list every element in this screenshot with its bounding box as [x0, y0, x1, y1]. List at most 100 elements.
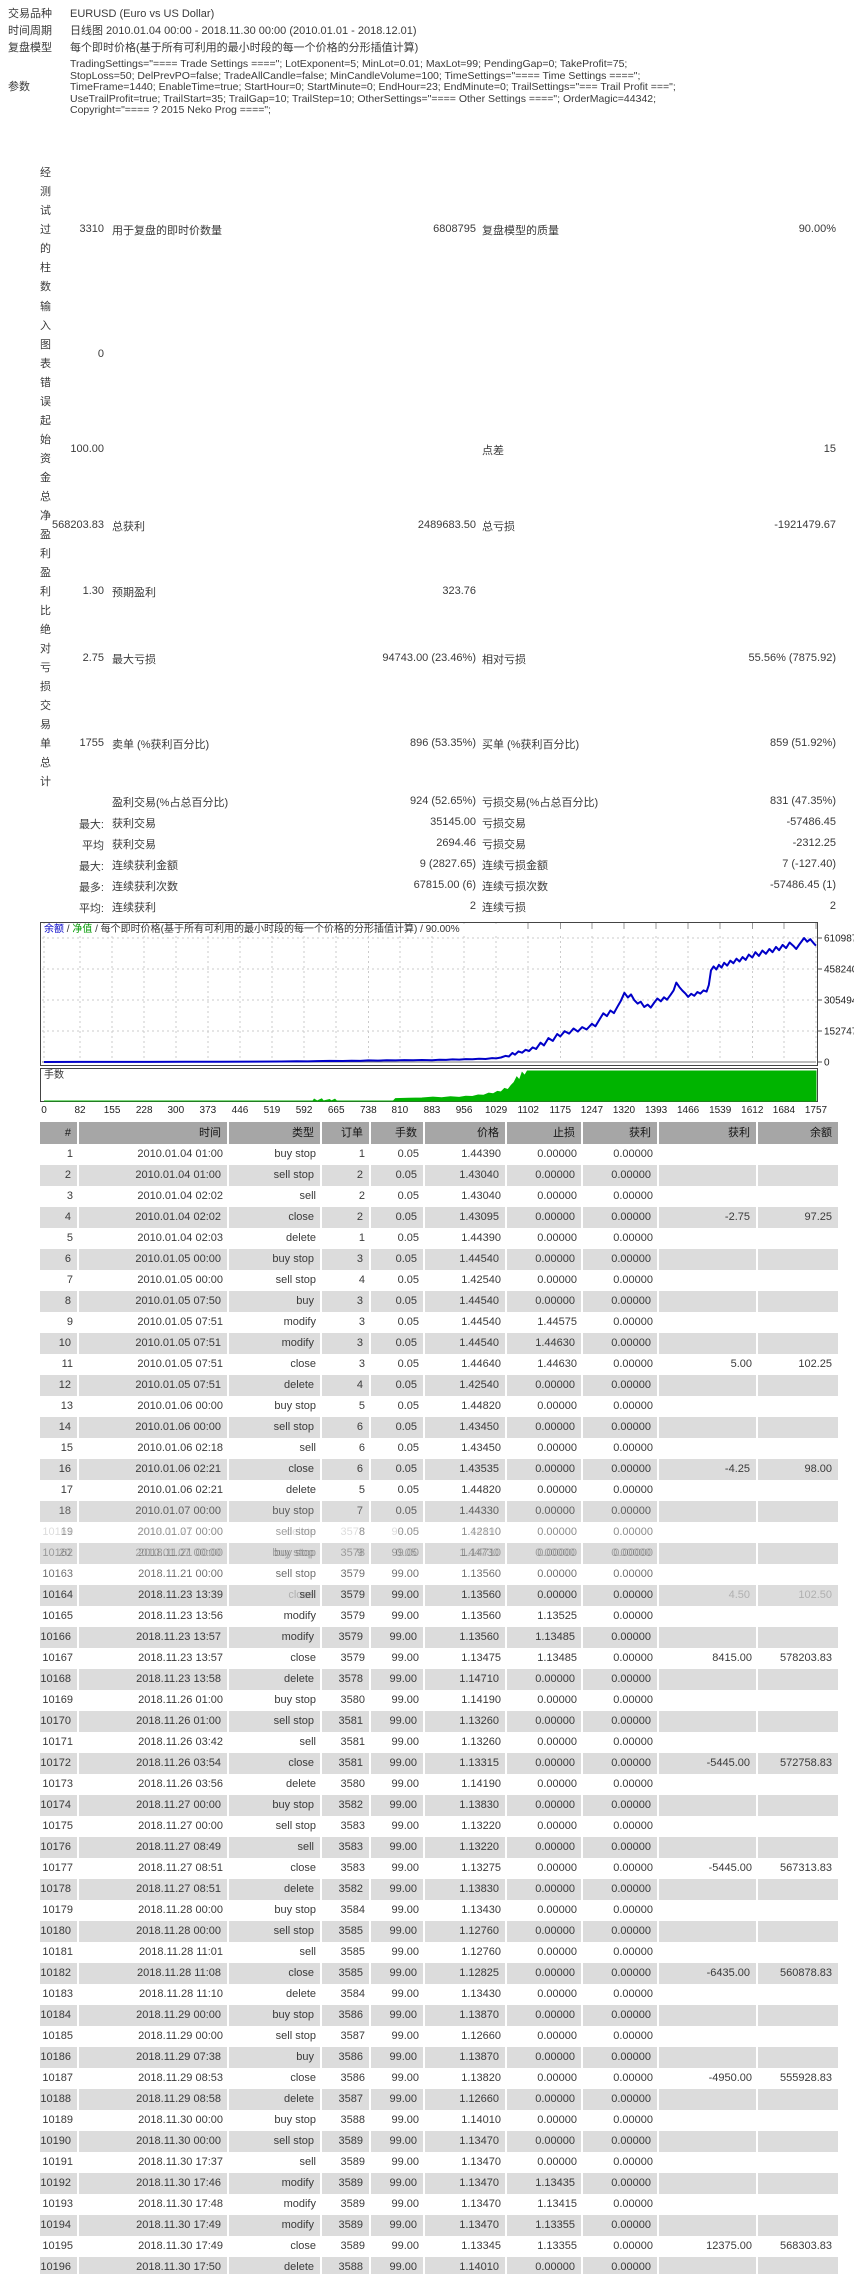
cell-time: 2010.01.04 01:00	[137, 1147, 223, 1160]
cell-type: sell	[299, 1441, 316, 1454]
stats-label-3: 连续亏损次数	[482, 881, 548, 893]
cell-sl: 1.13485	[507, 1626, 583, 1648]
cell-order: 3579	[340, 1567, 365, 1580]
cell-sl: 0.00000	[537, 1189, 577, 1202]
table-row: 15 2010.01.06 02:18 sell 6 0.05 1.43450 0.0000…	[40, 1438, 838, 1459]
x-axis-label: 665	[328, 1105, 345, 1115]
table-row: 10166 2018.11.23 13:57 modify 3579 99.00 1.13…	[40, 1626, 838, 1648]
cell-time: 2018.11.27 08:51	[138, 1861, 223, 1874]
stats-row-label: 起始资金	[40, 414, 51, 484]
cell-sl: 0.00000	[537, 1399, 577, 1412]
cell-order: 3586	[322, 2004, 371, 2026]
header-type: 类型	[229, 1121, 322, 1144]
cell-type: modify	[229, 1626, 322, 1648]
cell-lots: 0.05	[397, 1189, 419, 1202]
cell-price: 1.13560	[461, 1567, 501, 1580]
cell-lots: 0.05	[397, 1525, 419, 1538]
cell-tp: 0.00000	[583, 1500, 659, 1522]
table-row: 10 2010.01.05 07:51 modify 3 0.05 1.44540 1.44…	[40, 1332, 838, 1354]
cell-profit	[659, 1774, 758, 1795]
cell-type: sell stop	[229, 1920, 322, 1942]
cell-sl: 0.00000	[537, 1525, 577, 1538]
cell-type: sell stop	[275, 1273, 316, 1286]
cell-price: 1.14710	[425, 1668, 507, 1690]
table-row: close 4.50 102.50 10164 2018.11.23 13:39 sell…	[40, 1584, 838, 1606]
cell-tp: 0.00000	[583, 1248, 659, 1270]
period-row: 时间周期 日线图 2010.01.04 00:00 - 2018.11.30 0…	[8, 23, 854, 40]
x-axis-label: 1247	[581, 1105, 604, 1115]
cell-lots: 99.00	[371, 2088, 425, 2110]
table-row: 10188 2018.11.29 08:58 delete 3587 99.00 1.12…	[40, 2088, 838, 2110]
cell-balance: 572758.83	[758, 1752, 838, 1774]
stats-row-label: 输入图表错误	[40, 300, 51, 408]
cell-lots: 99.00	[391, 1693, 419, 1706]
header-price: 价格	[425, 1121, 507, 1144]
cell-tp: 0.00000	[613, 1987, 653, 2000]
cell-tp: 0.00000	[613, 2197, 653, 2210]
stats-label-3: 点差	[482, 444, 504, 457]
cell-profit	[659, 1836, 758, 1858]
cell-balance	[758, 1374, 838, 1396]
cell-profit	[659, 1920, 758, 1942]
cell-order: 4	[322, 1374, 371, 1396]
header-profit: 获利	[659, 1121, 758, 1144]
stats-value-2: 67815.00 (6)	[413, 879, 476, 891]
stats-value-2: 35145.00	[430, 816, 476, 828]
cell-time: 2010.01.05 07:51	[137, 1357, 223, 1370]
cell-sl: 0.00000	[537, 1693, 577, 1706]
cell-num: 10190	[40, 2130, 79, 2152]
cell-time: 2018.11.29 00:00	[79, 2004, 229, 2026]
cell-type: sell	[299, 1588, 316, 1601]
cell-order: 3580	[340, 1693, 365, 1706]
cell-sl: 1.44630	[537, 1357, 577, 1370]
cell-lots: 99.00	[371, 2046, 425, 2068]
cell-sl: 0.00000	[507, 1962, 583, 1984]
cell-balance: 102.50	[758, 1584, 838, 1606]
x-axis-label: 228	[136, 1105, 153, 1115]
cell-profit	[659, 2172, 758, 2194]
cell-num: 10196	[40, 2256, 79, 2274]
cell-tp: 0.00000	[583, 1836, 659, 1858]
cell-order: 3	[358, 1357, 365, 1370]
cell-lots	[371, 1584, 425, 1606]
x-axis-label: 738	[360, 1105, 377, 1115]
cell-lots: 99.00	[391, 2029, 419, 2042]
cell-tp: 0.00000	[583, 1794, 659, 1816]
stats-row: 平均 获利交易 2694.46 亏损交易 -2312.25	[40, 834, 836, 855]
cell-num: 10172	[40, 1752, 79, 1774]
cell-type: close	[229, 1206, 322, 1228]
x-axis-label: 82	[74, 1105, 86, 1115]
cell-lots: 99.00	[371, 2130, 425, 2152]
cell-order: 4	[358, 1273, 365, 1286]
cell-tp: 0.00000	[613, 1399, 653, 1412]
cell-sl: 0.00000	[507, 1458, 583, 1480]
cell-type: buy stop	[274, 1903, 316, 1916]
stats-value-3: 831 (47.35%)	[769, 795, 836, 807]
parameters-label: 参数	[8, 81, 30, 94]
cell-time: 2018.11.27 08:49	[79, 1836, 229, 1858]
stats-label-2: 总获利	[112, 520, 145, 533]
cell-time: 2010.01.07 00:00	[137, 1525, 223, 1538]
cell-order: 3583	[340, 1819, 365, 1832]
cell-lots: 99.00	[391, 1651, 419, 1664]
cell-num: 10174	[40, 1794, 79, 1816]
cell-lots: 0.05	[371, 1416, 425, 1438]
cell-num: 6	[40, 1248, 79, 1270]
table-row: 10172 2018.11.26 03:54 close 3581 99.00 1.133…	[40, 1752, 838, 1774]
cell-num: 10170	[40, 1710, 79, 1732]
cell-time: 2010.01.05 07:51	[79, 1332, 229, 1354]
cell-price: 1.13475	[461, 1651, 501, 1664]
cell-type: delete	[286, 1483, 316, 1496]
x-axis-label: 1102	[517, 1105, 539, 1115]
cell-price: 1.42540	[425, 1374, 507, 1396]
cell-order: 6	[322, 1416, 371, 1438]
cell-type: buy stop	[274, 1693, 316, 1706]
cell-type: buy	[229, 2046, 322, 2068]
cell-sl: 1.13415	[537, 2197, 577, 2210]
cell-order: 6	[322, 1458, 371, 1480]
cell-sl: 0.00000	[507, 1206, 583, 1228]
cell-order	[322, 1584, 371, 1606]
cell-profit: 12375.00	[706, 2239, 752, 2252]
cell-time: 2018.11.27 00:00	[138, 1819, 223, 1832]
cell-type: modify	[283, 1609, 316, 1622]
